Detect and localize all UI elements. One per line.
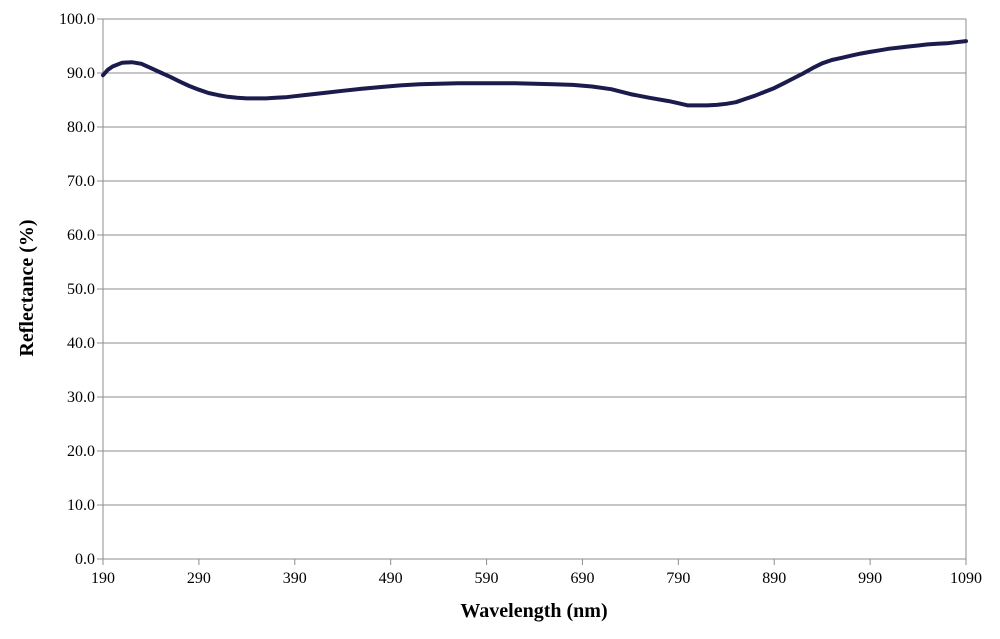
x-tick-label: 1090 [950, 570, 982, 587]
y-tick-label: 60.0 [67, 227, 95, 244]
y-tick-label: 50.0 [67, 281, 95, 298]
y-tick-label: 40.0 [67, 335, 95, 352]
x-tick-label: 890 [762, 570, 786, 587]
x-tick-label: 390 [283, 570, 307, 587]
y-axis-title: Reflectance (%) [16, 219, 38, 356]
x-axis-title: Wavelength (nm) [460, 600, 607, 622]
y-tick-label: 0.0 [75, 551, 95, 568]
reflectance-series-line [101, 39, 968, 108]
axes [97, 18, 967, 565]
x-tick-label: 190 [91, 570, 115, 587]
x-tick-label: 690 [570, 570, 594, 587]
x-tick-label: 790 [666, 570, 690, 587]
y-tick-label: 90.0 [67, 65, 95, 82]
y-tick-label: 100.0 [59, 11, 95, 28]
tick-labels: 0.0 10.0 20.0 30.0 40.0 50.0 60.0 70.0 80.0 90.0 1… [59, 11, 982, 587]
gridlines [103, 18, 966, 560]
x-tick-label: 990 [858, 570, 882, 587]
series-layer [101, 39, 968, 108]
y-tick-label: 30.0 [67, 389, 95, 406]
x-tick-label: 590 [475, 570, 499, 587]
y-tick-label: 80.0 [67, 119, 95, 136]
y-tick-label: 10.0 [67, 497, 95, 514]
x-tick-label: 490 [379, 570, 403, 587]
y-tick-label: 20.0 [67, 443, 95, 460]
y-tick-label: 70.0 [67, 173, 95, 190]
x-tick-label: 290 [187, 570, 211, 587]
